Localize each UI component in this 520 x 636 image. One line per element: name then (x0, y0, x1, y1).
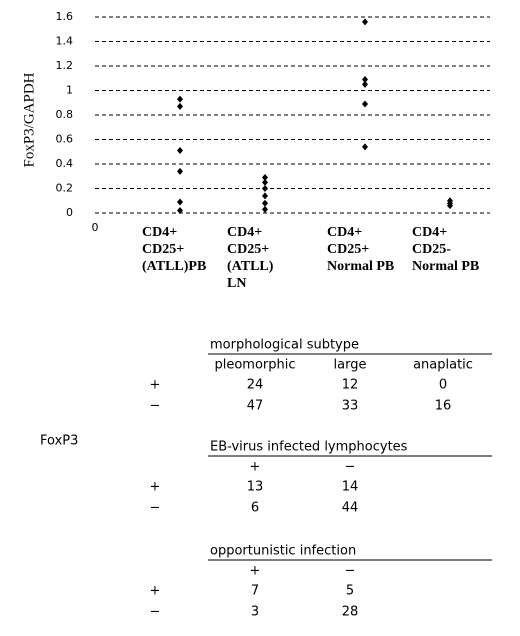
point (177, 198, 183, 206)
column-header: + (250, 564, 261, 579)
y-tick-label: 1.4 (56, 35, 74, 48)
y-tick-label: 0.2 (56, 182, 74, 195)
table-cell: 3 (251, 605, 259, 620)
y-axis-label: FoxP3/GAPDH (21, 72, 37, 167)
column-header: pleomorphic (214, 358, 295, 373)
point (262, 185, 268, 192)
point (447, 202, 453, 210)
table-cell: 7 (251, 584, 259, 599)
y-tick-label: 1.6 (56, 10, 74, 23)
x-tick-label-line: CD25+ (327, 242, 369, 257)
table-cell: 0 (439, 378, 447, 393)
y-tick-label: 0.8 (56, 108, 74, 121)
x-tick-label-line: (ATLL)PB (142, 259, 206, 274)
table-cell: + (150, 480, 161, 495)
table-cell: 13 (247, 480, 264, 495)
column-header: − (345, 564, 356, 579)
point (177, 167, 183, 175)
y-tick-label: 1 (66, 84, 73, 97)
table-cell: 5 (346, 584, 354, 599)
point (262, 205, 268, 213)
table-cell: 33 (342, 399, 359, 414)
point (362, 100, 368, 108)
column-header: + (250, 460, 261, 475)
y-tick-label: 0.4 (56, 157, 74, 170)
table-cell: + (150, 584, 161, 599)
table-cell: 44 (342, 501, 359, 516)
x-tick-label: CD4+ CD25+ (ATLL) LN (227, 225, 274, 291)
table-cell: 24 (247, 378, 264, 393)
point (362, 80, 368, 88)
table-cell: − (150, 605, 161, 620)
point (177, 207, 183, 215)
x-tick-label-line: CD25+ (142, 242, 184, 257)
table-title: morphological subtype (210, 338, 359, 353)
point (362, 143, 368, 151)
y-tick-label: 1.2 (56, 59, 74, 72)
table-cell: 28 (342, 605, 359, 620)
table-cell: 14 (342, 480, 359, 495)
x-tick-label: CD4+ CD25+ Normal PB (327, 225, 394, 274)
table-title: EB-virus infected lymphocytes (210, 440, 408, 455)
point (177, 147, 183, 155)
point (362, 18, 368, 26)
x-tick-label-line: CD25- (412, 242, 451, 257)
point (262, 192, 268, 200)
table-title: opportunistic infection (210, 544, 356, 559)
y-tick-label: 0.6 (56, 133, 74, 146)
x-tick-label-line: Normal PB (412, 259, 479, 274)
x-tick-label-line: CD4+ (142, 225, 177, 240)
point (177, 95, 183, 103)
column-header: anaplatic (413, 358, 473, 373)
table-cell: 16 (435, 399, 452, 414)
table-cell: − (150, 399, 161, 414)
x-tick-label-line: CD4+ (227, 225, 262, 240)
table-cell: 6 (251, 501, 259, 516)
x-tick-label-line: CD4+ (327, 225, 362, 240)
x-tick-label-line: (ATLL) (227, 259, 274, 274)
table-cell: + (150, 378, 161, 393)
x-origin-label: 0 (92, 221, 99, 234)
point (262, 178, 268, 186)
point (262, 173, 268, 181)
point (262, 199, 268, 207)
y-tick-label: 0 (66, 206, 73, 219)
column-header: large (334, 358, 367, 373)
table-cell: − (150, 501, 161, 516)
x-tick-label: CD4+ CD25- Normal PB (412, 225, 479, 274)
x-tick-label-line: Normal PB (327, 259, 394, 274)
column-header: − (345, 460, 356, 475)
x-tick-label-line: CD25+ (227, 242, 269, 257)
point (362, 75, 368, 83)
x-tick-label: CD4+ CD25+ (ATLL)PB (142, 225, 206, 274)
table-cell: 12 (342, 378, 359, 393)
x-tick-label-line: CD4+ (412, 225, 447, 240)
table-cell: 47 (247, 399, 264, 414)
x-tick-label-line: LN (227, 276, 246, 291)
point (177, 102, 183, 110)
row-label: FoxP3 (40, 434, 78, 449)
